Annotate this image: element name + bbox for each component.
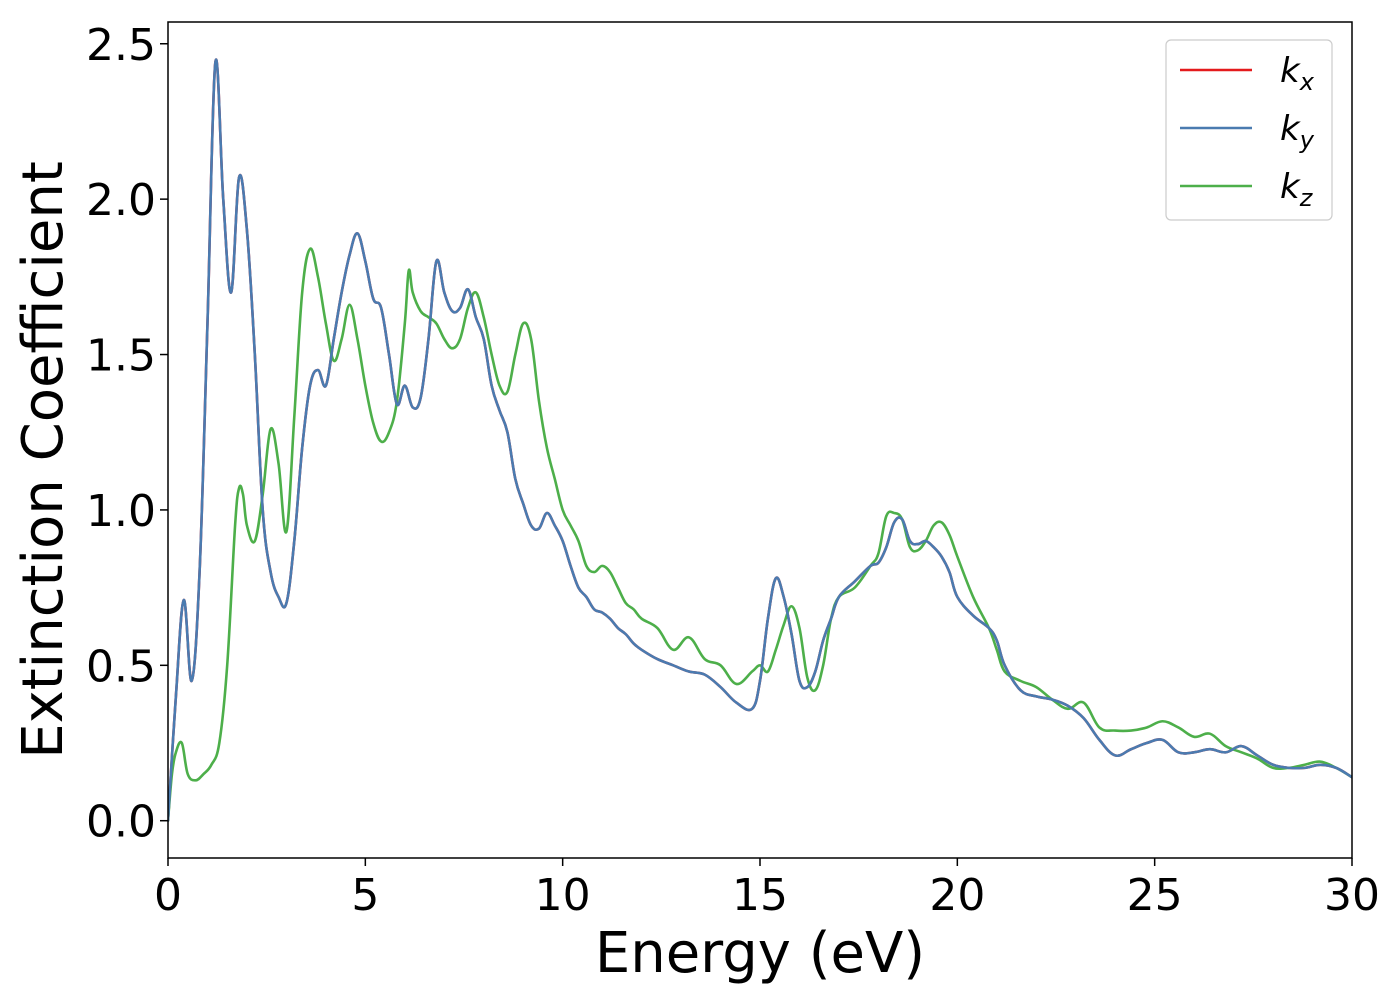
x-axis-title: Energy (eV) (595, 921, 925, 986)
y-tick-label: 2.0 (86, 175, 156, 226)
x-tick-label: 30 (1324, 870, 1380, 921)
legend-label-ky: ky (1280, 109, 1315, 154)
legend: kx ky kz (1165, 39, 1333, 221)
x-tick-label: 0 (154, 870, 182, 921)
y-tick-label: 1.5 (86, 331, 156, 382)
legend-box (1165, 39, 1333, 221)
y-tick-label: 0.5 (86, 641, 156, 692)
x-tick-label: 25 (1127, 870, 1183, 921)
y-axis-title: Extinction Coefficient (11, 161, 76, 759)
y-tick-label: 0.0 (86, 797, 156, 848)
y-axis: 0.0 0.5 1.0 1.5 2.0 2.5 (86, 20, 168, 848)
y-tick-label: 1.0 (86, 486, 156, 537)
series-line-kz (168, 247, 1352, 823)
legend-label-kz: kz (1280, 167, 1314, 212)
y-tick-label: 2.5 (86, 20, 156, 71)
series-layer (168, 58, 1352, 823)
x-tick-label: 5 (351, 870, 379, 921)
x-tick-label: 20 (929, 870, 985, 921)
x-tick-label: 10 (535, 870, 591, 921)
series-line-ky (168, 58, 1352, 823)
x-axis: 0 5 10 15 20 25 30 (154, 858, 1380, 921)
legend-label-kx: kx (1280, 51, 1315, 96)
x-tick-label: 15 (732, 870, 788, 921)
